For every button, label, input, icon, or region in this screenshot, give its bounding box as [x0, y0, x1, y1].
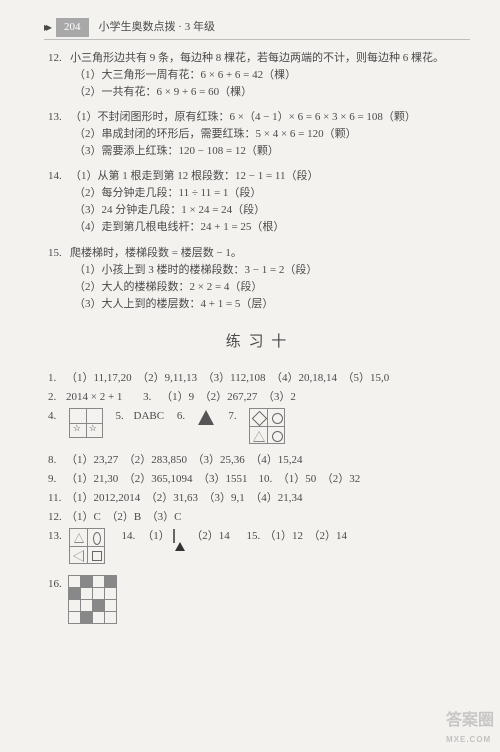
page-header: ▸▸ 204 小学生奥数点拨 · 3 年级	[44, 18, 470, 40]
q14-line1: （1）从第 1 根走到第 12 根段数：12 − 1 = 11（段）	[70, 170, 319, 182]
question-14: 14.（1）从第 1 根走到第 12 根段数：12 − 1 = 11（段） （2…	[44, 168, 470, 236]
answer-9-10: 9.（1）21,30 （2）365,1094 （3）1551 10. （1）50…	[44, 471, 470, 488]
q13-line3: （3）需要添上红珠：120 − 108 = 12（颗）	[48, 143, 470, 160]
star-icon: ☆	[73, 422, 81, 436]
trapezoid-icon	[74, 533, 84, 543]
q12-line1: （1）大三角形一周有花：6 × 6 + 6 = 42（棵）	[48, 67, 470, 84]
answer-2-3: 2.2014 × 2 + 1 3.（1）9 （2）267,27 （3）2	[44, 389, 470, 406]
circle-icon	[272, 413, 283, 424]
answer-8: 8.（1）23,27 （2）283,850 （3）25,36 （4）15,24	[44, 452, 470, 469]
answer-1: 1.（1）11,17,20 （2）9,11,13 （3）112,108 （4）2…	[44, 370, 470, 387]
q14-line3: （3）24 分钟走几段：1 × 24 = 24（段）	[48, 202, 470, 219]
q13-line1: （1）不封闭图形时，原有红珠：6 ×（4 − 1）× 6 = 6 × 3 × 6…	[70, 111, 416, 123]
circle-icon	[272, 431, 283, 442]
q12-intro: 小三角形边共有 9 条，每边种 8 棵花，若每边两端的不计，则每边种 6 棵花。	[70, 52, 444, 64]
triangle-icon	[253, 431, 265, 442]
up-arrow-icon	[175, 530, 185, 551]
answer-11: 11.（1）2012,2014 （2）31,63 （3）9,1 （4）21,34	[44, 490, 470, 507]
figure-7	[249, 408, 285, 444]
question-15: 15.爬楼梯时，楼梯段数 = 楼层数 − 1。 （1）小孩上到 3 楼时的楼梯段…	[44, 245, 470, 313]
answer-16: 16.	[44, 576, 470, 624]
arrow-shape-icon	[92, 551, 102, 561]
q14-line4: （4）走到第几根电线杆：24 + 1 = 25（根）	[48, 219, 470, 236]
oval-icon	[93, 532, 101, 545]
q15-line2: （2）大人的楼梯段数：2 × 2 = 4（段）	[48, 279, 470, 296]
q12-line2: （2）一共有花：6 × 9 + 6 = 60（棵）	[48, 84, 470, 101]
watermark: 答案圈 MXE.COM	[446, 709, 494, 746]
star-icon: ☆	[89, 422, 97, 436]
answer-13-15: 13. 14. （1） （2）14 15.（1）12 （2）14	[44, 528, 470, 564]
book-title: 小学生奥数点拨 · 3 年级	[99, 19, 215, 36]
q13-line2: （2）串成封闭的环形后，需要红珠：5 × 4 × 6 = 120（颗）	[48, 126, 470, 143]
question-12: 12.小三角形边共有 9 条，每边种 8 棵花，若每边两端的不计，则每边种 6 …	[44, 50, 470, 101]
q15-intro: 爬楼梯时，楼梯段数 = 楼层数 − 1。	[70, 247, 242, 259]
left-triangle-icon	[73, 550, 84, 562]
q14-num: 14.	[48, 168, 70, 185]
q13-num: 13.	[48, 109, 70, 126]
figure-4: ☆ ☆	[69, 408, 103, 438]
figure-16	[69, 576, 117, 624]
figure-6-triangle-icon	[198, 410, 214, 425]
q14-line2: （2）每分钟走几段：11 ÷ 11 = 1（段）	[48, 185, 470, 202]
answer-4-7: 4. ☆ ☆ 5.DABC 6. 7.	[44, 408, 470, 444]
page: ▸▸ 204 小学生奥数点拨 · 3 年级 12.小三角形边共有 9 条，每边种…	[0, 0, 500, 636]
section-title: 练 习 十	[44, 331, 470, 354]
q15-line3: （3）大人上到的楼层数：4 + 1 = 5（层）	[48, 296, 470, 313]
arrow-icon: ▸▸	[44, 18, 48, 37]
q15-line1: （1）小孩上到 3 楼时的楼梯段数：3 − 1 = 2（段）	[48, 262, 470, 279]
page-number: 204	[56, 18, 89, 37]
figure-13	[69, 528, 105, 564]
diamond-icon	[251, 410, 267, 426]
answer-12: 12.（1）C （2）B （3）C	[44, 509, 470, 526]
figure-14	[173, 528, 185, 545]
question-13: 13.（1）不封闭图形时，原有红珠：6 ×（4 − 1）× 6 = 6 × 3 …	[44, 109, 470, 160]
q15-num: 15.	[48, 245, 70, 262]
q12-num: 12.	[48, 50, 70, 67]
